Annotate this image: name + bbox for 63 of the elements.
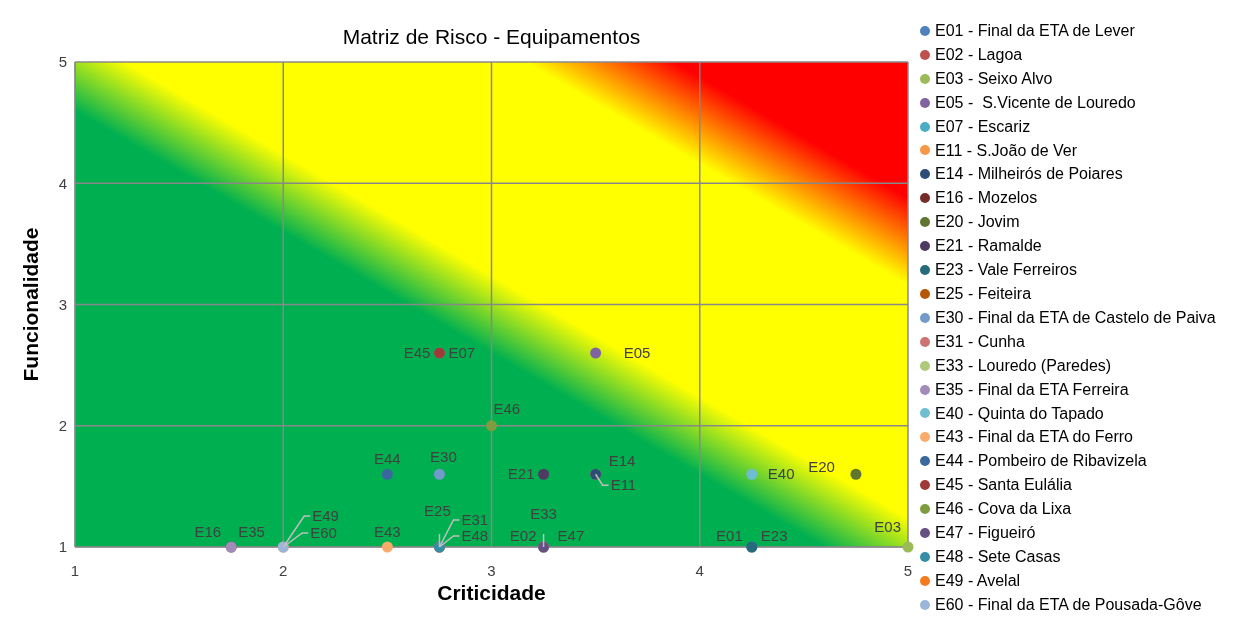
annotation: E20 [808, 458, 835, 476]
legend-label: E45 - Santa Eulália [935, 475, 1072, 496]
legend-label: E43 - Final da ETA do Ferro [935, 427, 1134, 448]
legend-label: E05 - S.Vicente de Louredo [935, 92, 1136, 113]
annotation: E47 [557, 527, 585, 544]
legend-label: E33 - Louredo (Paredes) [935, 355, 1112, 376]
y-tick-label: 3 [58, 295, 67, 313]
chart-title: Matriz de Risco - Equipamentos [342, 25, 641, 48]
legend-label: E01 - Final da ETA de Lever [935, 21, 1135, 41]
legend-label: E49 - Avelal [935, 570, 1021, 591]
legend-label: E07 - Escariz [935, 116, 1031, 137]
legend-label: E30 - Final da ETA de Castelo de Paiva [935, 307, 1216, 328]
legend-label: E02 - Lagoa [935, 44, 1023, 65]
legend-label: E35 - Final da ETA Ferreira [935, 379, 1129, 400]
legend-label: E48 - Sete Casas [935, 546, 1061, 567]
legend-label: E46 - Cova da Lixa [935, 499, 1072, 520]
x-tick-label: 2 [279, 561, 288, 579]
annotation: E23 [760, 527, 788, 544]
annotation: E31 [461, 511, 489, 528]
legend-label: E16 - Mozelos [935, 188, 1038, 209]
annotation: E02 [509, 527, 537, 544]
annotation: E45 [403, 344, 431, 361]
annotation: E11 [610, 476, 637, 494]
x-tick-label: 3 [487, 561, 496, 579]
legend-label: E25 - Feiteira [935, 283, 1032, 304]
x-tick-label: 5 [903, 561, 913, 579]
annotation: E07 [448, 344, 476, 361]
annotation: E49 [312, 507, 339, 524]
legend-label: E44 - Pombeiro de Ribavizela [935, 451, 1147, 472]
annotation: E21 [507, 465, 535, 483]
legend-label: E40 - Quinta do Tapado [935, 403, 1104, 424]
annotation: E14 [608, 452, 636, 470]
x-axis-title: Criticidade [437, 581, 546, 604]
legend-label: E47 - Figueiró [935, 523, 1036, 544]
y-tick-label: 5 [58, 53, 67, 71]
annotation: E46 [493, 399, 521, 417]
x-tick-label: 1 [70, 561, 80, 579]
y-tick-label: 1 [58, 538, 67, 556]
annotation: E16 [194, 523, 222, 540]
x-tick-label: 4 [695, 561, 704, 579]
legend-label: E21 - Ramalde [935, 236, 1042, 257]
annotation: E35 [238, 523, 265, 540]
legend-label: E60 - Final da ETA de Pousada-Gôve [935, 594, 1202, 615]
annotation: E33 [530, 505, 557, 522]
legend-label: E23 - Vale Ferreiros [935, 260, 1077, 281]
annotation: E60 [310, 524, 337, 541]
annotation: E30 [430, 448, 457, 466]
legend-label: E31 - Cunha [935, 331, 1025, 352]
y-axis-title: Funcionalidade [19, 227, 42, 382]
annotation: E48 [461, 527, 489, 544]
annotation: E43 [374, 523, 401, 540]
legend-label: E14 - Milheirós de Poiares [935, 164, 1123, 185]
y-tick-label: 4 [58, 174, 67, 192]
annotation: E44 [374, 450, 401, 468]
legend-label: E11 - S.João de Ver [935, 140, 1078, 161]
annotation: E40 [767, 465, 795, 483]
annotation: E03 [874, 518, 901, 535]
annotation: E25 [424, 502, 451, 519]
legend-label: E03 - Seixo Alvo [935, 68, 1053, 89]
annotation: E01 [716, 527, 743, 544]
annotation: E05 [623, 344, 651, 361]
y-tick-label: 2 [58, 417, 67, 435]
legend-label: E20 - Jovim [935, 212, 1020, 233]
